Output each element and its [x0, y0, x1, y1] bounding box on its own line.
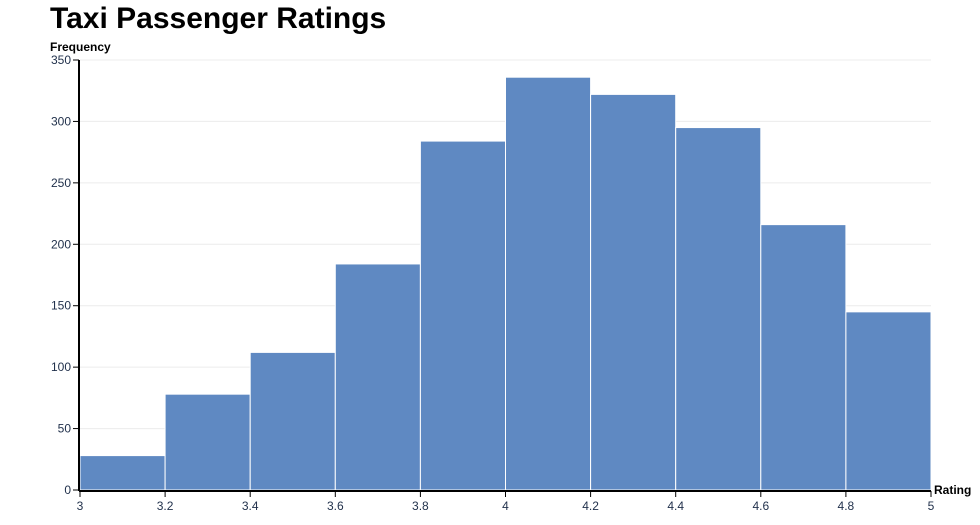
- x-tick-label: 4.8: [838, 499, 855, 513]
- y-tick-label: 200: [51, 237, 71, 251]
- x-tick-label: 4: [502, 499, 509, 513]
- histogram-bar: [334, 263, 421, 491]
- y-axis-title: Frequency: [50, 40, 111, 54]
- histogram-bar: [164, 393, 251, 491]
- histogram-bar: [419, 140, 506, 491]
- x-tick-label: 3.2: [157, 499, 174, 513]
- x-tick-label: 4.2: [582, 499, 599, 513]
- x-tick-label: 3.6: [327, 499, 344, 513]
- x-axis-title: Rating: [934, 483, 971, 497]
- x-tick-label: 4.6: [752, 499, 769, 513]
- y-tick-label: 50: [58, 422, 72, 436]
- y-tick-label: 250: [51, 176, 71, 190]
- x-tick-label: 3: [77, 499, 84, 513]
- x-tick-label: 5: [928, 499, 935, 513]
- histogram-bar: [675, 127, 762, 491]
- histogram-bar: [505, 76, 592, 491]
- y-tick-label: 300: [51, 114, 71, 128]
- histogram-bar: [249, 351, 336, 491]
- y-tick-label: 350: [51, 53, 71, 67]
- x-tick-label: 3.4: [242, 499, 259, 513]
- x-tick-label: 3.8: [412, 499, 429, 513]
- y-tick-label: 150: [51, 299, 71, 313]
- histogram-bar: [590, 93, 677, 491]
- histogram-bar: [845, 311, 932, 491]
- chart-title: Taxi Passenger Ratings: [50, 2, 387, 35]
- y-tick-label: 100: [51, 360, 71, 374]
- histogram-bar: [79, 455, 166, 491]
- x-tick-label: 4.4: [667, 499, 684, 513]
- bars: [79, 76, 932, 491]
- y-tick-label: 0: [64, 483, 71, 497]
- ticks: 0 50 100 150 200 250 300 350 3 3.2 3.4 3.6 3.8 4 4.2 4.…: [51, 53, 935, 513]
- histogram-bar: [760, 224, 847, 491]
